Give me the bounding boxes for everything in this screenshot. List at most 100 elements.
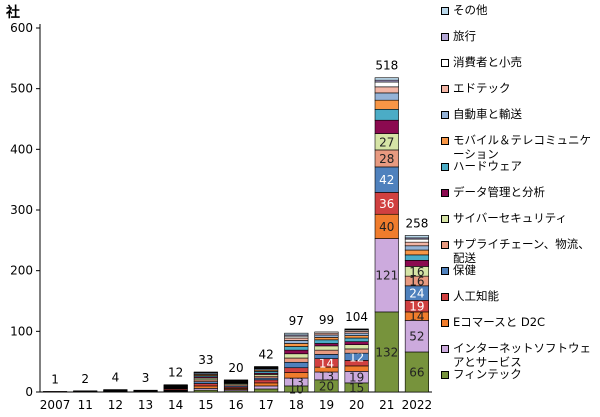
bar-segment xyxy=(103,389,128,391)
bar-segment xyxy=(374,92,399,101)
legend-swatch xyxy=(441,345,449,353)
bar-segment xyxy=(314,337,339,341)
bar-segment xyxy=(43,391,68,393)
legend-item: 自動車と輸送 xyxy=(441,107,595,121)
bar-total-label: 3 xyxy=(142,371,150,385)
bar-segment xyxy=(284,353,309,359)
legend-swatch xyxy=(441,267,449,275)
legend-item: その他 xyxy=(441,3,595,17)
bar-total-label: 12 xyxy=(168,366,183,380)
bar-segment-label: 13 xyxy=(319,369,334,383)
legend-item: サイバーセキュリティ xyxy=(441,211,595,225)
y-tick-label: 200 xyxy=(10,264,33,278)
bar-segment xyxy=(404,245,429,251)
bar-segment-label: 19 xyxy=(349,371,364,385)
x-tick-label: 2022 xyxy=(402,398,433,412)
bar-segment xyxy=(254,379,279,384)
bar-segment xyxy=(374,99,399,110)
bar-segment-label: 52 xyxy=(409,330,424,344)
legend-item: ハードウェア xyxy=(441,159,595,173)
bar-segment-label: 36 xyxy=(379,197,394,211)
legend-swatch xyxy=(441,215,449,223)
legend-item: 旅行 xyxy=(441,29,595,43)
legend-item: 人工知能 xyxy=(441,289,595,303)
bar-segment xyxy=(314,339,339,344)
bar-segment-label: 40 xyxy=(379,220,394,234)
legend-swatch xyxy=(441,33,449,41)
bar-segment xyxy=(163,384,188,386)
bar-segment xyxy=(314,331,339,334)
legend-item: 保健 xyxy=(441,263,595,277)
bar-segment xyxy=(254,385,279,390)
x-tick-label: 15 xyxy=(198,398,213,412)
y-tick-label: 0 xyxy=(25,385,33,399)
bar-segment xyxy=(193,371,218,373)
bar-segment xyxy=(344,348,369,354)
bar-segment xyxy=(284,372,309,379)
bar-segment xyxy=(404,249,429,256)
bar-segment xyxy=(404,235,429,239)
bar-total-label: 104 xyxy=(345,310,368,324)
x-tick-label: 14 xyxy=(168,398,183,412)
legend-swatch xyxy=(441,59,449,67)
legend-label: インターネットソフトウェアとサービス xyxy=(453,341,591,369)
bar-segment-label: 66 xyxy=(409,365,424,379)
legend-label: サイバーセキュリティ xyxy=(453,211,568,225)
bar-segment xyxy=(223,379,249,381)
legend-swatch xyxy=(441,293,449,301)
bar-segment xyxy=(284,367,309,373)
legend-swatch xyxy=(441,163,449,171)
legend-label: ハードウェア xyxy=(453,159,522,173)
legend-item: サプライチェーン、物流、配送 xyxy=(441,237,595,265)
stacked-bar-chart: 0100200300400500600120072114123131214331… xyxy=(10,21,433,412)
bar-segment xyxy=(284,357,309,363)
bar-segment-label: 16 xyxy=(409,265,424,279)
bar-segment xyxy=(254,388,279,393)
x-tick-label: 20 xyxy=(349,398,364,412)
legend-item: モバイル＆テレコミュニケーション xyxy=(441,133,595,161)
bar-segment xyxy=(314,349,339,355)
bar-total-label: 99 xyxy=(319,313,334,327)
bar-total-label: 258 xyxy=(405,216,428,230)
y-tick-label: 100 xyxy=(10,324,33,338)
bar-segment xyxy=(374,81,399,88)
bar-segment xyxy=(344,344,369,350)
bar-segment xyxy=(73,390,98,392)
bar-segment xyxy=(374,86,399,94)
bar-segment xyxy=(284,361,309,369)
bar-segment-label: 42 xyxy=(379,173,394,187)
legend-item: 消費者と小売 xyxy=(441,55,595,69)
bar-segment xyxy=(254,366,279,368)
bar-total-label: 42 xyxy=(259,348,274,362)
bar-segment-label: 24 xyxy=(409,287,424,301)
bar-segment-label: 19 xyxy=(409,300,424,314)
legend-swatch xyxy=(441,137,449,145)
x-tick-label: 2007 xyxy=(40,398,71,412)
legend-label: 人工知能 xyxy=(453,289,499,303)
bar-segment-label: 27 xyxy=(379,135,394,149)
bar-segment xyxy=(344,365,369,372)
bar-segment xyxy=(344,335,369,339)
legend-label: 自動車と輸送 xyxy=(453,107,522,121)
legend-label: エドテック xyxy=(453,81,511,95)
legend-label: サプライチェーン、物流、配送 xyxy=(453,237,590,265)
bar-total-label: 33 xyxy=(198,353,213,367)
bar-segment xyxy=(374,119,399,134)
bar-segment xyxy=(284,346,309,351)
bar-segment-label: 14 xyxy=(319,356,334,370)
legend-swatch xyxy=(441,111,449,119)
chart-legend: その他旅行消費者と小売エドテック自動車と輸送モバイル＆テレコミュニケーション ハー… xyxy=(441,0,600,417)
legend-item: データ管理と分析 xyxy=(441,185,595,199)
legend-label: データ管理と分析 xyxy=(453,185,545,199)
bar-total-label: 20 xyxy=(228,361,243,375)
y-tick-label: 300 xyxy=(10,203,33,217)
bar-segment-label: 14 xyxy=(409,310,424,324)
bar-segment xyxy=(193,385,218,389)
bar-segment xyxy=(284,349,309,355)
legend-item: インターネットソフトウェアとサービス xyxy=(441,341,595,369)
bar-segment xyxy=(344,328,369,330)
x-tick-label: 17 xyxy=(259,398,274,412)
bar-total-label: 4 xyxy=(112,371,120,385)
legend-swatch xyxy=(441,371,449,379)
bar-total-label: 97 xyxy=(289,314,304,328)
